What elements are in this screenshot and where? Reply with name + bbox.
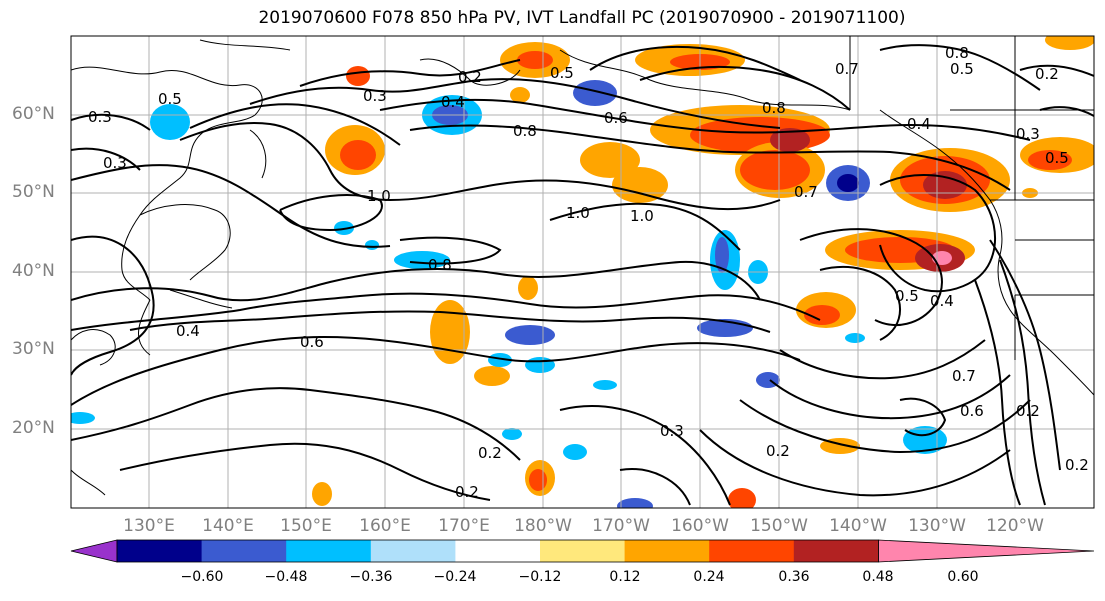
- contour-label: 0.5: [158, 90, 182, 108]
- contour-label: 0.2: [478, 444, 502, 462]
- colorbar-extend-min: [70, 539, 118, 563]
- colorbar-segment: [201, 540, 287, 562]
- lon-label: 180°W: [514, 516, 572, 536]
- lat-label: 30°N: [12, 339, 55, 359]
- contour-label: 0.4: [930, 292, 954, 310]
- contour-label: 0.7: [835, 60, 859, 78]
- contour-label: 0.6: [604, 109, 628, 127]
- contour-label: 0.4: [907, 115, 931, 133]
- colorbar-segment: [286, 540, 372, 562]
- contour-label: 0.7: [952, 367, 976, 385]
- colorbar-tick-label: 0.60: [947, 569, 979, 585]
- lon-label: 140°W: [829, 516, 887, 536]
- colorbar-tick-label: −0.12: [518, 569, 562, 585]
- lon-label: 170°E: [438, 516, 490, 536]
- contour-label: 0.4: [441, 93, 465, 111]
- contours: [71, 44, 1094, 506]
- map-title: 2019070600 F078 850 hPa PV, IVT Landfall…: [258, 8, 906, 28]
- colorbar-outline: [116, 539, 879, 563]
- contour-label: 0.2: [1035, 65, 1059, 83]
- contour-label: 0.3: [660, 422, 684, 440]
- lon-label: 160°E: [359, 516, 411, 536]
- lat-label: 40°N: [12, 261, 55, 281]
- colorbar-segment: [370, 540, 456, 562]
- lon-label: 150°W: [750, 516, 808, 536]
- contour-label: 0.5: [895, 287, 919, 305]
- lat-label: 50°N: [12, 182, 55, 202]
- colorbar-tick-label: −0.60: [180, 569, 224, 585]
- contour-label: 1.0: [630, 207, 654, 225]
- colorbar-tick-label: 0.48: [862, 569, 894, 585]
- colorbar-segment: [117, 540, 203, 562]
- lon-label: 160°W: [671, 516, 729, 536]
- contour-label: 0.2: [1016, 402, 1040, 420]
- contour-label: 0.6: [300, 333, 324, 351]
- contour-label: 0.8: [513, 122, 537, 140]
- colorbar-extend-max: [878, 539, 1095, 563]
- colorbar-segment: [793, 540, 879, 562]
- contour-labels: 0.2 0.3 0.4 0.5 0.6 0.7 0.8 1.0 0.5 0.3 …: [88, 44, 1089, 501]
- lon-label: 130°E: [123, 516, 175, 536]
- lon-label: 140°E: [202, 516, 254, 536]
- contour-label: 0.3: [103, 154, 127, 172]
- contour-label: 0.2: [1065, 456, 1089, 474]
- colorbar-tick-label: 0.12: [609, 569, 641, 585]
- shaded-field: [71, 36, 1094, 508]
- lon-label: 120°W: [986, 516, 1044, 536]
- colorbar-tick-label: −0.24: [433, 569, 477, 585]
- contour-label: 0.5: [950, 60, 974, 78]
- lat-label: 20°N: [12, 418, 55, 438]
- colorbar-segment: [709, 540, 795, 562]
- contour-label: 0.8: [762, 99, 786, 117]
- contour-label: 0.7: [794, 183, 818, 201]
- contour-label: 0.3: [1016, 125, 1040, 143]
- contour-label: 0.2: [455, 483, 479, 501]
- colorbar-tick-label: 0.24: [693, 569, 725, 585]
- colorbar-tick-label: −0.48: [264, 569, 308, 585]
- lon-label: 150°E: [280, 516, 332, 536]
- contour-label: 0.8: [945, 44, 969, 62]
- colorbar-segment: [455, 540, 541, 562]
- contour-label: 0.3: [88, 108, 112, 126]
- contour-label: 0.3: [363, 87, 387, 105]
- plot-frame: [70, 35, 1095, 509]
- contour-label: 1.0: [566, 204, 590, 222]
- contour-label: 0.6: [960, 402, 984, 420]
- contour-label: 0.8: [428, 256, 452, 274]
- colorbar: [70, 539, 1095, 563]
- lon-label: 170°W: [592, 516, 650, 536]
- lat-label: 60°N: [12, 104, 55, 124]
- contour-label: 1.0: [367, 187, 391, 205]
- colorbar-tick-label: −0.36: [349, 569, 393, 585]
- contour-label: 0.5: [550, 64, 574, 82]
- contour-label: 0.4: [176, 322, 200, 340]
- gridlines: [71, 36, 1094, 508]
- contour-label: 0.2: [766, 442, 790, 460]
- contour-label: 0.2: [458, 68, 482, 86]
- lon-label: 130°W: [908, 516, 966, 536]
- colorbar-segment: [540, 540, 626, 562]
- contour-label: 0.5: [1045, 149, 1069, 167]
- colorbar-tick-label: 0.36: [778, 569, 810, 585]
- colorbar-segment: [624, 540, 710, 562]
